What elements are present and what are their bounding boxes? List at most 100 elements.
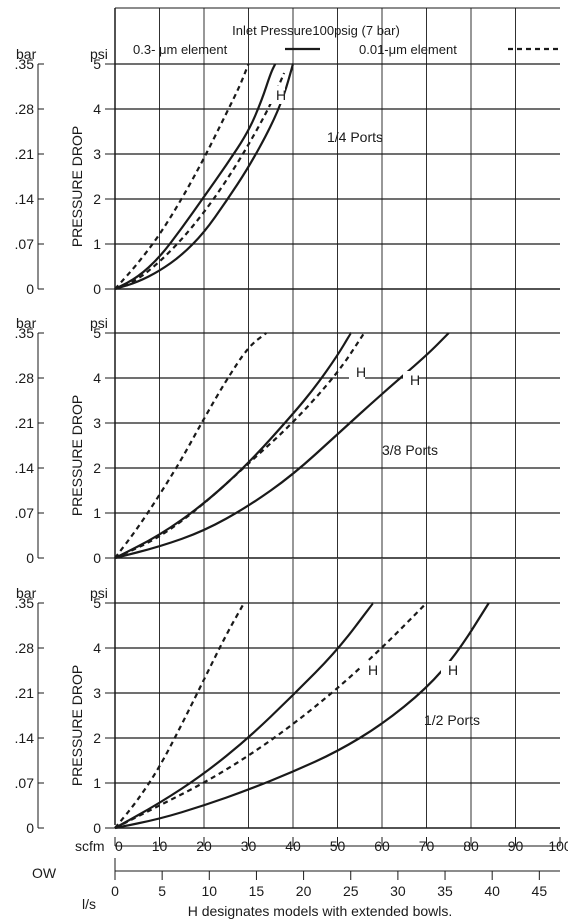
h-marker: H <box>448 662 458 678</box>
panel-title: 1/4 Ports <box>327 129 383 145</box>
bar-unit-label: bar <box>16 315 37 331</box>
y-axis-label: PRESSURE DROP <box>69 126 85 247</box>
series-line-4 <box>114 332 366 560</box>
panel-1: 0 0 .07 1 .14 2 .21 3 .28 4 .35 5 bar psi PRESSURE DRO… <box>15 8 560 297</box>
panels: 0 0 .07 1 .14 2 .21 3 .28 4 .35 5 bar psi PRESSURE DRO… <box>15 8 560 836</box>
ls-tick-label: 25 <box>343 883 359 899</box>
bar-tick-label: .14 <box>15 730 35 746</box>
scfm-tick-label: 100 <box>548 838 568 854</box>
psi-unit-label: psi <box>90 46 108 62</box>
bar-tick-label: .35 <box>15 325 35 341</box>
ls-tick-label: 20 <box>296 883 312 899</box>
ls-axis-label: l/s <box>82 896 96 912</box>
ls-tick-label: 45 <box>532 883 548 899</box>
bar-tick-label: .21 <box>15 415 35 431</box>
scfm-tick-label: 90 <box>508 838 524 854</box>
scfm-tick-label: 0 <box>115 838 123 854</box>
series-line-4 <box>114 602 428 829</box>
bar-tick-label: 0 <box>26 550 34 566</box>
scfm-tick-label: 40 <box>285 838 301 854</box>
series-line-1 <box>114 602 374 829</box>
bar-unit-label: bar <box>16 585 37 601</box>
psi-tick-label: 3 <box>93 146 101 162</box>
bar-tick-label: .28 <box>15 370 35 386</box>
panel-3: 0 0 .07 1 .14 2 .21 3 .28 4 .35 5 bar psi PRESSURE DRO… <box>15 559 560 836</box>
psi-tick-label: 2 <box>93 191 101 207</box>
psi-tick-label: 3 <box>93 685 101 701</box>
scfm-tick-label: 80 <box>463 838 479 854</box>
psi-unit-label: psi <box>90 585 108 601</box>
series-line-3 <box>114 63 250 290</box>
h-marker: H <box>368 662 378 678</box>
bar-tick-label: .35 <box>15 595 35 611</box>
psi-tick-label: 4 <box>93 640 101 656</box>
h-marker: H <box>410 372 420 388</box>
series-line-3 <box>114 332 267 559</box>
scfm-tick-label: 20 <box>196 838 212 854</box>
bar-tick-label: .07 <box>15 775 35 791</box>
ls-tick-label: 5 <box>158 883 166 899</box>
psi-tick-label: 0 <box>93 550 101 566</box>
h-marker-bg <box>403 371 419 389</box>
series-line-4 <box>114 72 286 291</box>
bar-tick-label: .21 <box>15 146 35 162</box>
bar-tick-label: .35 <box>15 56 35 72</box>
header-title: Inlet Pressure100psig (7 bar) <box>232 23 400 38</box>
bar-tick-label: .07 <box>15 505 35 521</box>
flow-axis-label: OW <box>32 865 57 881</box>
psi-tick-label: 1 <box>93 236 101 252</box>
psi-tick-label: 5 <box>93 325 101 341</box>
psi-tick-label: 5 <box>93 595 101 611</box>
bar-tick-label: .28 <box>15 101 35 117</box>
psi-tick-label: 4 <box>93 101 101 117</box>
ls-tick-label: 0 <box>111 883 119 899</box>
psi-tick-label: 1 <box>93 775 101 791</box>
psi-tick-label: 2 <box>93 460 101 476</box>
series-line-3 <box>114 602 246 829</box>
scfm-tick-label: 50 <box>330 838 346 854</box>
y-axis-label: PRESSURE DROP <box>69 395 85 516</box>
psi-unit-label: psi <box>90 315 108 331</box>
h-marker-bg <box>361 661 377 679</box>
bar-tick-label: .14 <box>15 460 35 476</box>
psi-tick-label: 3 <box>93 415 101 431</box>
series-line-1 <box>114 332 352 559</box>
bar-tick-label: .14 <box>15 191 35 207</box>
bar-tick-label: 0 <box>26 820 34 836</box>
bar-tick-label: 0 <box>26 281 34 297</box>
ls-tick-label: 30 <box>390 883 406 899</box>
psi-tick-label: 2 <box>93 730 101 746</box>
psi-tick-label: 0 <box>93 281 101 297</box>
psi-tick-label: 0 <box>93 820 101 836</box>
scfm-tick-label: 70 <box>419 838 435 854</box>
psi-tick-label: 4 <box>93 370 101 386</box>
psi-tick-label: 5 <box>93 56 101 72</box>
series-line-1 <box>114 63 277 290</box>
h-marker-bg <box>349 363 365 381</box>
ls-tick-label: 10 <box>202 883 218 899</box>
scfm-tick-label: 60 <box>374 838 390 854</box>
bar-tick-label: .07 <box>15 236 35 252</box>
scfm-tick-label: 10 <box>152 838 168 854</box>
panel-title: 3/8 Ports <box>382 442 438 458</box>
scfm-axis-label: scfm <box>75 838 105 854</box>
h-marker: H <box>356 364 366 380</box>
psi-tick-label: 1 <box>93 505 101 521</box>
series-line-2 <box>114 332 450 560</box>
bar-tick-label: .21 <box>15 685 35 701</box>
legend-dashed-label: 0.01-μm element <box>359 42 457 57</box>
h-marker-bg <box>441 661 457 679</box>
ls-tick-label: 35 <box>437 883 453 899</box>
panel-2: 0 0 .07 1 .14 2 .21 3 .28 4 .35 5 bar psi PRESSURE DRO… <box>15 289 560 566</box>
ls-tick-label: 15 <box>249 883 265 899</box>
bar-unit-label: bar <box>16 46 37 62</box>
footer-note: H designates models with extended bowls. <box>188 903 453 919</box>
ls-tick-label: 40 <box>484 883 500 899</box>
h-marker-bg <box>269 86 285 104</box>
h-marker: H <box>276 87 286 103</box>
scfm-tick-label: 30 <box>241 838 257 854</box>
x-axes: 0 10 20 30 40 50 60 70 80 90 100 0 5 10 15 20 25 30 35 40 45 <box>111 837 568 899</box>
y-axis-label: PRESSURE DROP <box>69 665 85 786</box>
legend-solid-label: 0.3- μm element <box>133 42 228 57</box>
